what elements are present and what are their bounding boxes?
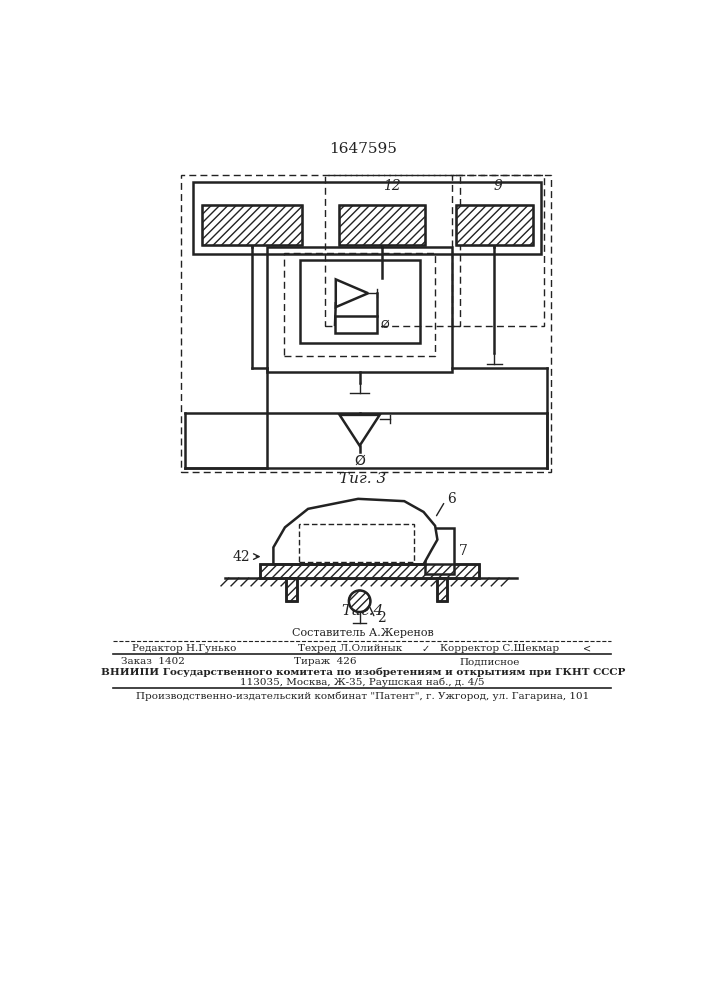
Bar [417, 547, 425, 556]
Text: Τиг.4: Τиг.4 [341, 604, 384, 618]
Text: Подписное: Подписное [460, 657, 520, 666]
Text: 9: 9 [493, 179, 503, 193]
Text: Ø: Ø [380, 320, 389, 330]
Text: ✓: ✓ [421, 644, 429, 654]
Circle shape [349, 590, 370, 612]
Bar [284, 253, 435, 356]
Bar [425, 528, 455, 574]
Text: Составитель А.Жеренов: Составитель А.Жеренов [292, 628, 433, 638]
Bar [201, 205, 302, 245]
Text: 113035, Москва, Ж-35, Раушская наб., д. 4/5: 113035, Москва, Ж-35, Раушская наб., д. … [240, 677, 485, 687]
Bar [259, 564, 479, 578]
Bar [300, 260, 420, 343]
Bar [267, 247, 452, 372]
Bar [286, 578, 297, 601]
Text: 2: 2 [377, 611, 385, 625]
Bar [296, 522, 416, 564]
Bar [335, 316, 378, 333]
Bar [456, 205, 533, 245]
Bar [456, 205, 533, 245]
Bar [299, 524, 414, 562]
Text: Заказ  1402: Заказ 1402 [121, 657, 185, 666]
Bar [192, 182, 541, 254]
Text: 7: 7 [459, 544, 468, 558]
Bar [339, 205, 425, 245]
Text: 6: 6 [447, 492, 455, 506]
Text: 42: 42 [233, 550, 250, 564]
Text: Техред Л.Олийнык: Техред Л.Олийнык [298, 644, 402, 653]
Bar [259, 564, 479, 578]
Text: Корректор С.Шекмар: Корректор С.Шекмар [440, 644, 560, 653]
Text: 1647595: 1647595 [329, 142, 397, 156]
Text: ВНИИПИ Государственного комитета по изобретениям и открытиям при ГКНТ СССР: ВНИИПИ Государственного комитета по изоб… [100, 667, 625, 677]
Text: Ø: Ø [354, 453, 365, 467]
Text: Тираж  426: Тираж 426 [294, 657, 357, 666]
Text: Τиг. 3: Τиг. 3 [339, 472, 386, 486]
Bar [437, 578, 448, 601]
Bar [437, 578, 448, 601]
Polygon shape [336, 279, 368, 307]
Polygon shape [339, 415, 380, 446]
Text: 11-13: 11-13 [338, 537, 374, 550]
Bar [286, 578, 297, 601]
Bar [452, 175, 544, 326]
Bar [325, 175, 460, 326]
Text: Редактор Н.Гунько: Редактор Н.Гунько [132, 644, 237, 653]
Bar [339, 205, 425, 245]
Text: <: < [583, 644, 591, 654]
Text: 12: 12 [383, 179, 402, 193]
Text: Производственно-издательский комбинат "Патент", г. Ужгород, ул. Гагарина, 101: Производственно-издательский комбинат "П… [136, 691, 590, 701]
Polygon shape [274, 499, 438, 564]
Bar [201, 205, 302, 245]
